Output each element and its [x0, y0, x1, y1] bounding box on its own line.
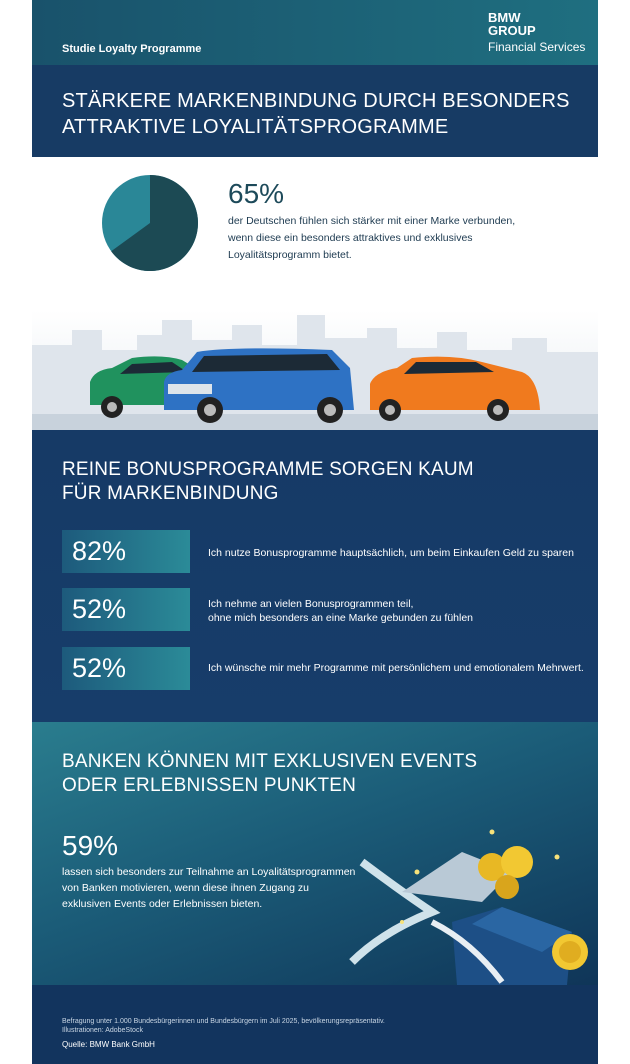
item-text: Ich nehme an vielen Bonusprogrammen teil…: [208, 598, 414, 610]
logo: GROUP: [488, 23, 536, 38]
title-band: STÄRKERE MARKENBINDUNG DURCH BESONDERS A…: [32, 65, 598, 157]
logo: Financial Services: [488, 40, 586, 54]
pie-slice: [111, 175, 198, 271]
stat-text: wenn diese ein besonders attraktives und…: [228, 232, 473, 244]
stat-box: 52%: [62, 588, 190, 631]
stat-box: 52%: [62, 647, 190, 690]
gift-illustration: [349, 829, 588, 985]
item-text: Ich nutze Bonusprogramme hauptsächlich, …: [208, 547, 574, 559]
section-title: FÜR MARKENBINDUNG: [62, 483, 279, 504]
title: ATTRAKTIVE LOYALITÄTSPROGRAMME: [62, 116, 449, 138]
footer-source: Quelle: BMW Bank GmbH: [62, 1040, 155, 1049]
item-text: Ich wünsche mir mehr Programme mit persö…: [208, 662, 584, 674]
stat: 65%: [228, 178, 285, 209]
footer-note: Illustrationen: AdobeStock: [62, 1027, 143, 1034]
stat-box: 82%: [62, 530, 190, 573]
stat-text: von Banken motivieren, wenn diese ihnen …: [62, 882, 309, 894]
logo: BMW: [488, 10, 521, 25]
footer-note: Befragung unter 1.000 Bundesbürgerinnen …: [62, 1018, 385, 1025]
stat: 59%: [62, 830, 119, 861]
section-title: REINE BONUSPROGRAMME SORGEN KAUM: [62, 459, 474, 480]
item-text: ohne mich besonders an eine Marke gebund…: [208, 612, 474, 624]
stat-text: Loyalitätsprogramm bietet.: [228, 249, 352, 261]
header-label: Studie Loyalty Programme: [62, 43, 202, 55]
stat-text: lassen sich besonders zur Teilnahme an L…: [62, 866, 356, 878]
title: STÄRKERE MARKENBINDUNG DURCH BESONDERS: [62, 90, 570, 112]
header: Studie Loyalty Programme BMW GROUP Finan…: [32, 0, 598, 65]
footer: Befragung unter 1.000 Bundesbürgerinnen …: [32, 985, 598, 1064]
cars-illustration: [32, 310, 598, 430]
stat-text: exklusiven Events oder Erlebnissen biete…: [62, 898, 263, 910]
section-title: ODER ERLEBNISSEN PUNKTEN: [62, 775, 357, 796]
section-title: BANKEN KÖNNEN MIT EXKLUSIVEN EVENTS: [62, 751, 478, 772]
stat-text: der Deutschen fühlen sich stärker mit ei…: [228, 215, 516, 227]
pie-chart: [102, 175, 198, 271]
section-3: BANKEN KÖNNEN MIT EXKLUSIVEN EVENTS ODER…: [32, 722, 598, 985]
